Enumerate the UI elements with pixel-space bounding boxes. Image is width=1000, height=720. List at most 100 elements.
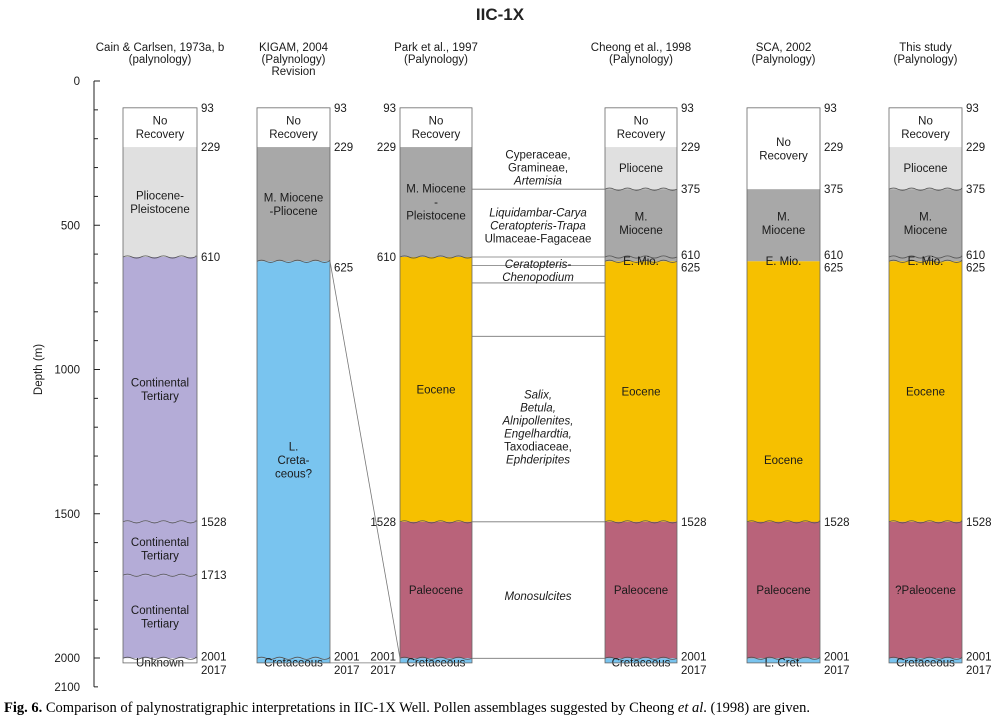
depth-marker-label: 229 (824, 142, 843, 154)
unit-label: E. Mio. (766, 256, 802, 268)
unit-cretaceous-fill (605, 658, 677, 663)
depth-marker-label: 229 (334, 142, 353, 154)
depth-marker-label: 93 (966, 103, 979, 115)
unconformity-line (256, 259, 331, 263)
column-header-line: Cheong et al., 1998 (591, 42, 691, 54)
unconformity-line (399, 255, 473, 259)
unconformity-line (604, 259, 678, 263)
unit-cretaceous-fill (747, 658, 820, 663)
pollen-assemblage-text: Taxodiaceae, (504, 442, 572, 454)
unconformity-line (604, 187, 678, 191)
unit-none-fill (747, 107, 820, 190)
figure-caption: Fig. 6. Comparison of palynostratigraphi… (4, 700, 996, 717)
unit-label: -Pliocene (270, 206, 318, 218)
unconformity-line (746, 656, 821, 660)
unit-label: Eocene (621, 387, 660, 399)
unconformity-line (399, 520, 473, 524)
column-border (604, 107, 678, 664)
unit-label: No (153, 116, 168, 128)
depth-marker-label: 93 (201, 103, 214, 115)
depth-marker-label: 1528 (824, 517, 850, 529)
unit-tertiary-fill (123, 256, 197, 522)
pollen-assemblage-text: Chenopodium (502, 272, 574, 284)
depth-marker-label: 610 (681, 250, 700, 262)
unit-none-fill (257, 107, 330, 148)
unit-label: Recovery (759, 150, 808, 162)
unit-eocene-fill (889, 261, 962, 522)
unit-label: Recovery (901, 129, 950, 141)
unit-label: M. (919, 211, 932, 223)
pollen-assemblage-text: Alnipollenites, (502, 416, 574, 428)
unit-label: Recovery (412, 129, 461, 141)
unit-label: Miocene (619, 225, 662, 237)
pollen-assemblage-text: Betula, (520, 403, 556, 415)
unit-label: Continental (131, 378, 189, 390)
column-header-line: This study (899, 42, 952, 54)
depth-marker-label: 229 (681, 142, 700, 154)
depth-marker-label: 93 (824, 103, 837, 115)
unconformity-line (399, 656, 473, 660)
unconformity-line (256, 656, 331, 660)
depth-marker-label: 625 (334, 262, 353, 274)
unit-miocene-fill (400, 147, 472, 257)
unit-eocene-fill (605, 261, 677, 522)
column-header-line: Park et al., 1997 (394, 42, 478, 54)
depth-marker-label: 610 (201, 252, 220, 264)
unit-paleocene-fill (605, 521, 677, 659)
unit-label: Continental (131, 605, 189, 617)
depth-marker-label: 2001 (201, 651, 227, 663)
depth-marker-label: 2017 (966, 665, 992, 677)
unit-none-fill (605, 107, 677, 148)
depth-marker-label: 1528 (370, 517, 396, 529)
depth-marker-label: 2001 (370, 651, 396, 663)
depth-marker-label: 2017 (201, 665, 227, 677)
unit-label: Eocene (416, 384, 455, 396)
unit-paleocene-fill (747, 521, 820, 659)
column-border (746, 107, 821, 664)
column-border (888, 107, 963, 664)
unit-none-fill (123, 658, 197, 663)
pollen-assemblage-text: Engelhardtia, (504, 429, 572, 441)
unit-eocene-fill (400, 256, 472, 522)
column-border (256, 107, 331, 664)
depth-marker-label: 610 (966, 250, 985, 262)
unit-miocene-fill (605, 256, 677, 262)
depth-marker-label: 2017 (824, 665, 850, 677)
unit-miocene-fill (889, 256, 962, 262)
depth-axis-label: Depth (m) (33, 344, 45, 395)
depth-marker-label: 1528 (966, 517, 992, 529)
depth-marker-label: 2017 (370, 665, 396, 677)
caption-text-a: Comparison of palynostratigraphic interp… (42, 700, 678, 716)
unconformity-line (746, 520, 821, 524)
unit-label: Pliocene- (136, 190, 184, 202)
unit-label: Paleocene (614, 585, 668, 597)
unit-paleocene-fill (889, 521, 962, 659)
column-header-line: Revision (271, 66, 315, 78)
pollen-assemblage-text: Liquidambar-Carya (489, 207, 587, 219)
unit-label: - (434, 197, 438, 209)
caption-text-b: . (1998) are given. (703, 700, 810, 716)
unit-none-fill (400, 107, 472, 148)
depth-marker-label: 229 (966, 142, 985, 154)
unit-label: Miocene (762, 225, 805, 237)
unconformity-line (888, 255, 963, 259)
depth-marker-label: 93 (334, 103, 347, 115)
column-header-line: (Palynology) (894, 54, 958, 66)
depth-marker-label: 2017 (681, 665, 707, 677)
unit-label: Paleocene (756, 585, 810, 597)
depth-marker-label: 625 (824, 262, 843, 274)
unconformity-line (604, 520, 678, 524)
unit-paleocene-fill (400, 521, 472, 659)
chart-title: IIC-1X (476, 5, 525, 24)
unit-cretaceous-fill (889, 658, 962, 663)
unit-miocene-fill (747, 189, 820, 257)
unit-label: M. Miocene (264, 192, 323, 204)
depth-marker-label: 2001 (681, 651, 707, 663)
stratigraphy-figure: IIC-1X 0 500 1000 1500 2000 2100 Depth (m) Cain … (33, 5, 992, 694)
depth-marker-label: 229 (377, 142, 396, 154)
correlation-line (329, 261, 401, 659)
unit-cretaceous-fill (257, 261, 330, 659)
column-border (122, 107, 198, 664)
unit-label: M. (777, 211, 790, 223)
depth-marker-label: 229 (201, 142, 220, 154)
